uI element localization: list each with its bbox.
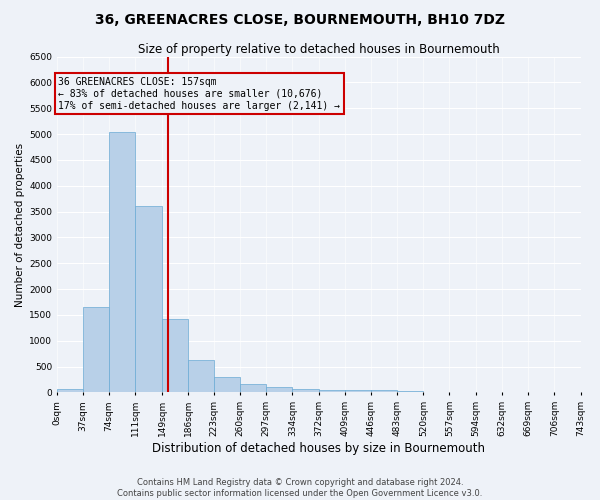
Bar	[188, 360, 214, 392]
Bar	[371, 390, 397, 392]
Bar	[83, 307, 109, 392]
Bar	[292, 388, 319, 392]
Text: 36 GREENACRES CLOSE: 157sqm
← 83% of detached houses are smaller (10,676)
17% of: 36 GREENACRES CLOSE: 157sqm ← 83% of det…	[58, 78, 340, 110]
Text: Contains HM Land Registry data © Crown copyright and database right 2024.
Contai: Contains HM Land Registry data © Crown c…	[118, 478, 482, 498]
Bar	[214, 377, 240, 392]
Y-axis label: Number of detached properties: Number of detached properties	[15, 142, 25, 306]
Bar	[319, 390, 345, 392]
Bar	[397, 390, 424, 392]
Text: 36, GREENACRES CLOSE, BOURNEMOUTH, BH10 7DZ: 36, GREENACRES CLOSE, BOURNEMOUTH, BH10 …	[95, 12, 505, 26]
Bar	[266, 386, 292, 392]
Bar	[57, 388, 83, 392]
Bar	[345, 390, 371, 392]
X-axis label: Distribution of detached houses by size in Bournemouth: Distribution of detached houses by size …	[152, 442, 485, 455]
Title: Size of property relative to detached houses in Bournemouth: Size of property relative to detached ho…	[138, 42, 500, 56]
Bar	[162, 319, 188, 392]
Bar	[109, 132, 135, 392]
Bar	[240, 384, 266, 392]
Bar	[135, 206, 162, 392]
